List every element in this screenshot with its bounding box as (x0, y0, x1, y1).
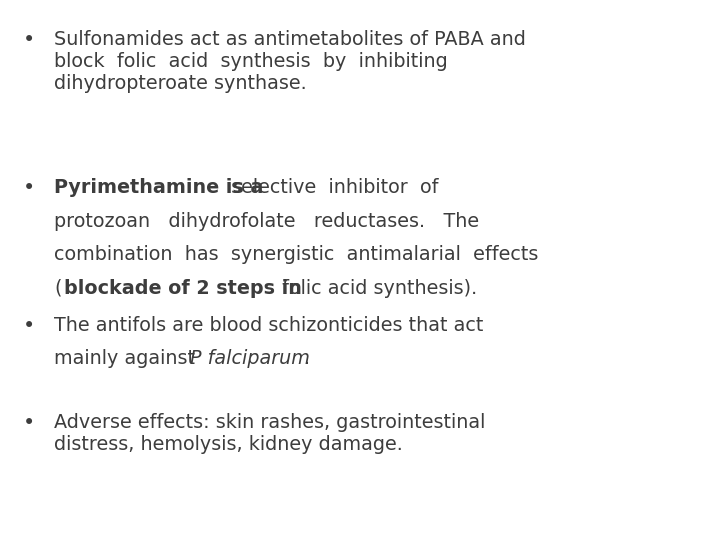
Text: selective  inhibitor  of: selective inhibitor of (225, 178, 438, 197)
Text: The antifols are blood schizonticides that act: The antifols are blood schizonticides th… (54, 316, 483, 335)
Text: folic acid synthesis).: folic acid synthesis). (276, 279, 478, 298)
Text: combination  has  synergistic  antimalarial  effects: combination has synergistic antimalarial… (54, 245, 539, 264)
Text: •: • (22, 30, 35, 50)
Text: •: • (22, 316, 35, 336)
Text: .: . (304, 349, 310, 368)
Text: •: • (22, 413, 35, 433)
Text: P falciparum: P falciparum (190, 349, 310, 368)
Text: blockade of 2 steps in: blockade of 2 steps in (64, 279, 302, 298)
Text: mainly against: mainly against (54, 349, 201, 368)
Text: Adverse effects: skin rashes, gastrointestinal
distress, hemolysis, kidney damag: Adverse effects: skin rashes, gastrointe… (54, 413, 485, 454)
Text: •: • (22, 178, 35, 198)
Text: (: ( (54, 279, 61, 298)
Text: protozoan   dihydrofolate   reductases.   The: protozoan dihydrofolate reductases. The (54, 212, 479, 231)
Text: Sulfonamides act as antimetabolites of PABA and
block  folic  acid  synthesis  b: Sulfonamides act as antimetabolites of P… (54, 30, 526, 93)
Text: Pyrimethamine is a: Pyrimethamine is a (54, 178, 264, 197)
